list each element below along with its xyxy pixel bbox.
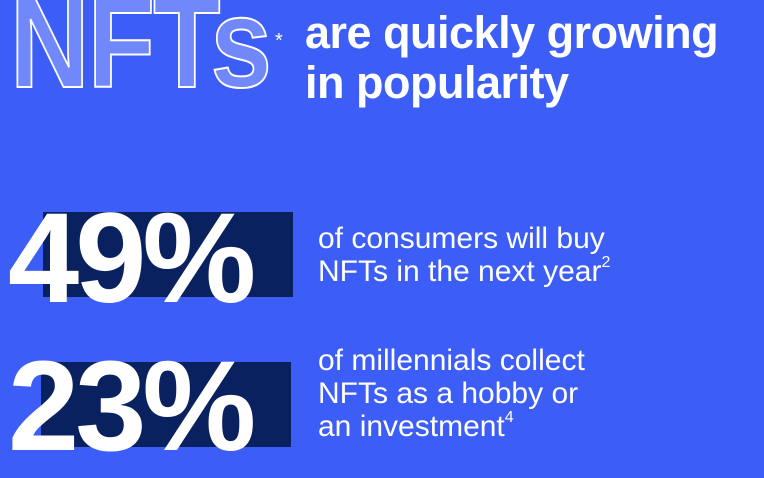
- asterisk: *: [275, 30, 283, 52]
- stat-value: 49%: [8, 187, 256, 330]
- footnote: 2: [601, 254, 611, 271]
- nfts-outline-title: NFTs: [9, 0, 273, 115]
- desc-line: an investment: [318, 410, 505, 443]
- desc-line: NFTs in the next year: [318, 255, 602, 288]
- desc-line: of millennials collect: [318, 344, 585, 377]
- headline: are quickly growing in popularity: [305, 7, 719, 108]
- headline-line-2: in popularity: [305, 57, 569, 108]
- headline-line-1: are quickly growing: [305, 7, 719, 58]
- highlight-box: [41, 362, 291, 447]
- highlight-box: [43, 212, 293, 297]
- stat-description: of consumers will buy NFTs in the next y…: [318, 222, 610, 288]
- stat-description: of millennials collect NFTs as a hobby o…: [318, 344, 585, 443]
- footnote: 4: [504, 409, 514, 426]
- stat-value: 23%: [8, 335, 256, 478]
- desc-line: of consumers will buy: [318, 222, 605, 255]
- desc-line: NFTs as a hobby or: [318, 377, 579, 410]
